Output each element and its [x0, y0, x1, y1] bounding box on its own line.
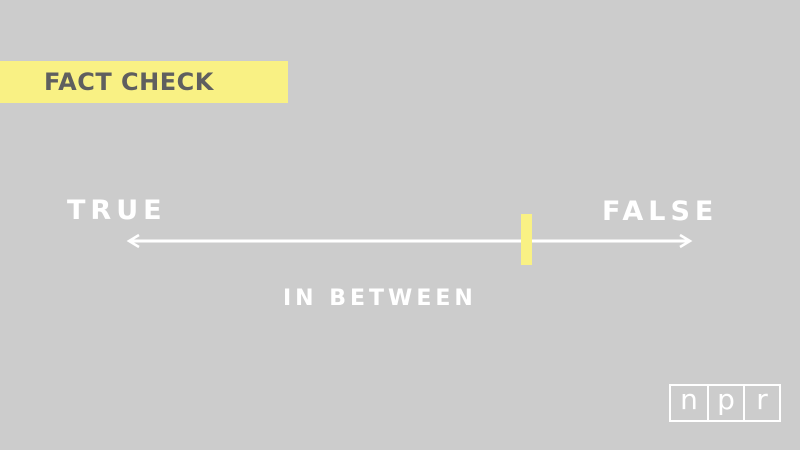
- fact-check-badge: FACT CHECK: [0, 61, 288, 103]
- arrow-left-icon: [126, 233, 140, 249]
- npr-logo-letter-n: n: [680, 383, 698, 416]
- npr-logo: n p r: [669, 384, 781, 422]
- false-label: FALSE: [602, 196, 719, 227]
- true-label: TRUE: [67, 195, 167, 226]
- fact-check-title: FACT CHECK: [44, 68, 214, 96]
- arrow-right-icon: [679, 233, 693, 249]
- scale-marker: [521, 214, 532, 265]
- in-between-label: IN BETWEEN: [283, 286, 477, 311]
- npr-logo-letter-p: p: [707, 386, 743, 420]
- npr-logo-letter-r: r: [743, 386, 779, 420]
